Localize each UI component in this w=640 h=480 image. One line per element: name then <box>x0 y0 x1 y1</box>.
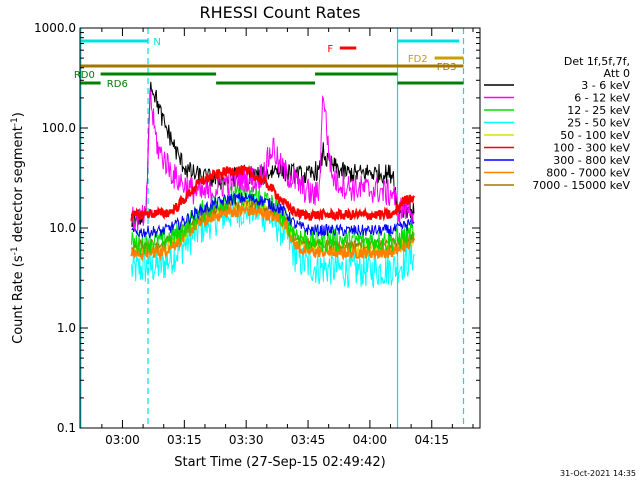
x-tick-label: 03:45 <box>291 433 326 447</box>
flag-bar-label: N <box>153 37 160 48</box>
x-tick-label: 04:15 <box>414 433 449 447</box>
legend-header-line: Det 1f,5f,7f, <box>564 55 630 68</box>
y-tick-label: 0.1 <box>57 421 76 435</box>
legend-entry-label: 100 - 300 keV <box>553 142 630 155</box>
series-line <box>131 192 415 239</box>
legend-entry-label: 6 - 12 keV <box>574 92 630 105</box>
y-axis-ticks: 0.1 1.0 10.0 100.0 1000.0 <box>34 21 480 435</box>
y-axis-label-part: ) <box>11 112 26 117</box>
y-axis-label: Count Rate (s-1 detector segment-1) <box>10 112 26 344</box>
y-tick-label: 100.0 <box>42 121 76 135</box>
flag-bar-label: FD3 <box>437 62 457 73</box>
y-tick-label: 1.0 <box>57 321 76 335</box>
legend-entry-label: 7000 - 15000 keV <box>532 179 630 192</box>
flag-bars: N F FD2 FD3 RD0 RD6 <box>74 37 464 90</box>
legend-entry-label: 25 - 50 keV <box>567 117 630 130</box>
y-axis-label-superscript: -1 <box>10 246 20 255</box>
legend-entry-label: 12 - 25 keV <box>567 104 630 117</box>
series-line <box>130 164 415 222</box>
series-line <box>131 81 415 228</box>
x-axis-label: Start Time (27-Sep-15 02:49:42) <box>174 455 385 470</box>
chart-title: RHESSI Count Rates <box>200 3 361 22</box>
y-axis-label-part: Count Rate (s <box>11 255 26 344</box>
flag-bar-label: RD6 <box>107 79 128 90</box>
legend-entry-label: 50 - 100 keV <box>560 129 630 142</box>
x-tick-label: 04:00 <box>353 433 388 447</box>
series-line <box>130 203 416 263</box>
flag-bar-label: F <box>327 44 333 55</box>
x-tick-label: 03:30 <box>229 433 264 447</box>
series-line <box>131 182 415 255</box>
legend-header-line: Att 0 <box>604 67 630 80</box>
y-axis-label-part: detector segment <box>11 126 26 246</box>
flag-bar-label: FD2 <box>408 54 428 65</box>
x-tick-label: 03:15 <box>167 433 202 447</box>
flag-bar-label: RD0 <box>74 70 95 81</box>
footer-timestamp: 31-Oct-2021 14:35 <box>560 469 636 478</box>
series-line <box>131 89 415 232</box>
series-lines <box>130 81 416 289</box>
legend-entry-label: 800 - 7000 keV <box>546 167 630 180</box>
x-axis-ticks: 03:00 03:15 03:30 03:45 04:00 04:15 <box>101 28 474 447</box>
y-axis-label-superscript: -1 <box>10 117 20 126</box>
legend-entry-label: 300 - 800 keV <box>553 154 630 167</box>
legend-entry-label: 3 - 6 keV <box>581 79 630 92</box>
y-tick-label: 1000.0 <box>34 21 76 35</box>
y-tick-label: 10.0 <box>49 221 76 235</box>
x-tick-label: 03:00 <box>105 433 140 447</box>
